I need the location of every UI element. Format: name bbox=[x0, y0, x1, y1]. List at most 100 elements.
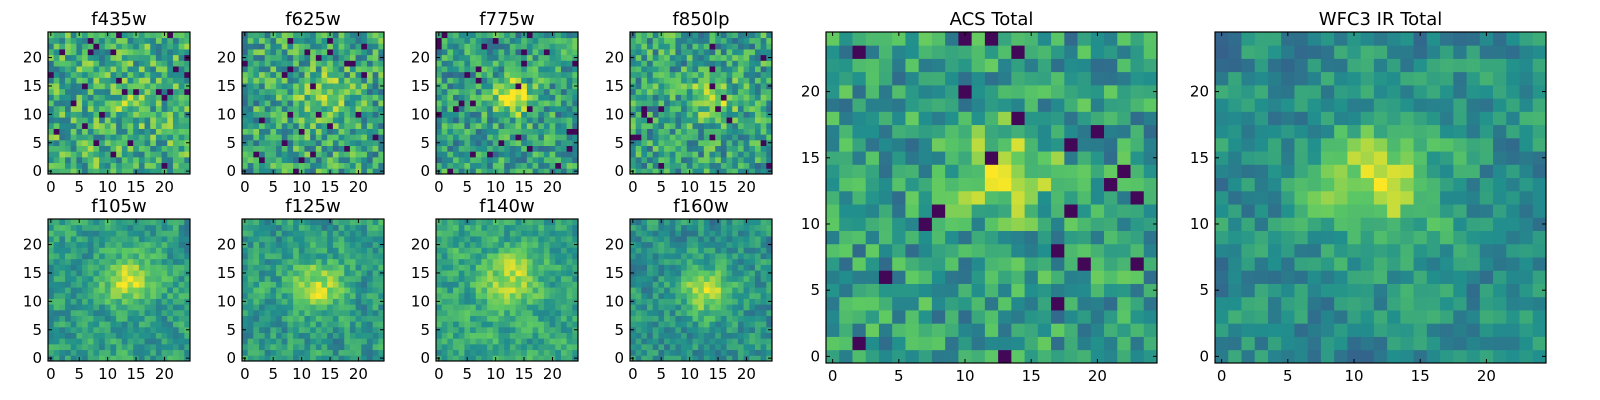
heatmap-cell bbox=[65, 145, 72, 152]
heatmap-cell bbox=[766, 105, 773, 112]
heatmap-cell bbox=[121, 105, 128, 112]
heatmap-cell bbox=[715, 88, 722, 95]
heatmap-cell bbox=[298, 77, 305, 84]
heatmap-cell bbox=[709, 134, 716, 141]
heatmap-cell bbox=[743, 315, 750, 322]
heatmap-cell bbox=[76, 247, 83, 254]
heatmap-cell bbox=[293, 332, 300, 339]
heatmap-cell bbox=[93, 71, 100, 78]
heatmap-cell bbox=[378, 156, 385, 164]
heatmap-cell bbox=[743, 275, 750, 282]
heatmap-cell bbox=[732, 156, 739, 164]
heatmap-cell bbox=[378, 162, 385, 169]
heatmap-cell bbox=[737, 43, 744, 50]
heatmap-cell bbox=[327, 60, 334, 67]
heatmap-cell bbox=[138, 134, 145, 141]
heatmap-cell bbox=[366, 32, 374, 39]
heatmap-cell bbox=[641, 88, 648, 95]
heatmap-cell bbox=[155, 162, 162, 169]
heatmap-cell bbox=[703, 122, 710, 129]
heatmap-cell bbox=[749, 338, 756, 345]
heatmap-cell bbox=[549, 71, 556, 78]
heatmap-cell bbox=[453, 94, 460, 101]
heatmap-cell bbox=[315, 117, 322, 124]
heatmap-cell bbox=[675, 88, 682, 95]
heatmap-cell bbox=[76, 134, 83, 141]
heatmap-cell bbox=[560, 219, 568, 226]
heatmap-cell bbox=[155, 94, 162, 101]
heatmap-cell bbox=[630, 71, 637, 78]
heatmap-cell bbox=[276, 349, 283, 356]
heatmap-cell bbox=[315, 315, 322, 322]
heatmap-cell bbox=[121, 321, 128, 328]
heatmap-cell bbox=[144, 32, 151, 39]
heatmap-cell bbox=[344, 122, 351, 129]
heatmap-cell bbox=[664, 83, 671, 90]
heatmap-cell bbox=[178, 298, 185, 305]
x-tick-label: 15 bbox=[514, 178, 533, 196]
heatmap-cell bbox=[344, 270, 351, 277]
heatmap-cell bbox=[555, 219, 562, 226]
heatmap-cell bbox=[178, 156, 185, 164]
heatmap-cell bbox=[732, 304, 739, 311]
heatmap-cell bbox=[242, 37, 249, 44]
heatmap-cell bbox=[572, 43, 579, 50]
heatmap-cell bbox=[453, 275, 460, 282]
heatmap-cell bbox=[681, 315, 688, 322]
heatmap-cell bbox=[161, 156, 168, 164]
heatmap-cell bbox=[538, 77, 545, 84]
heatmap-cell bbox=[161, 258, 168, 265]
heatmap-cell bbox=[155, 32, 162, 39]
heatmap-cell bbox=[332, 275, 339, 282]
heatmap-cell bbox=[355, 43, 362, 50]
heatmap-cell bbox=[378, 128, 385, 135]
heatmap-cell bbox=[344, 32, 351, 39]
heatmap-cell bbox=[641, 275, 648, 282]
heatmap-cell bbox=[127, 287, 134, 294]
heatmap-cell bbox=[532, 49, 539, 56]
heatmap-cell bbox=[378, 37, 385, 44]
heatmap-cell bbox=[270, 156, 277, 164]
heatmap-cell bbox=[48, 264, 55, 271]
heatmap-cell bbox=[441, 315, 448, 322]
heatmap-cell bbox=[138, 338, 145, 345]
heatmap-cell bbox=[703, 139, 710, 146]
heatmap-cell bbox=[652, 309, 659, 316]
heatmap-cell bbox=[276, 162, 283, 169]
heatmap-cell bbox=[760, 128, 767, 135]
heatmap-cell bbox=[698, 37, 705, 44]
heatmap-cell bbox=[453, 315, 460, 322]
heatmap-cell bbox=[458, 88, 465, 95]
heatmap-cell bbox=[372, 247, 379, 254]
heatmap-cell bbox=[754, 355, 762, 362]
heatmap-cell bbox=[65, 247, 72, 254]
heatmap-cell bbox=[293, 304, 300, 311]
heatmap-cell bbox=[65, 32, 72, 39]
heatmap-cell bbox=[549, 54, 556, 61]
heatmap-cell bbox=[338, 88, 345, 95]
heatmap-cell bbox=[436, 100, 443, 107]
heatmap-cell bbox=[315, 134, 322, 141]
heatmap-cell bbox=[487, 43, 494, 50]
heatmap-cell bbox=[155, 247, 162, 254]
heatmap-cell bbox=[458, 219, 465, 226]
heatmap-cell bbox=[144, 83, 151, 90]
heatmap-cell bbox=[138, 355, 145, 362]
heatmap-cell bbox=[116, 49, 123, 56]
heatmap-cell bbox=[487, 71, 494, 78]
heatmap-cell bbox=[116, 156, 123, 164]
heatmap-cell bbox=[332, 37, 339, 44]
heatmap-cell bbox=[760, 94, 767, 101]
heatmap-cell bbox=[487, 326, 494, 333]
heatmap-cell bbox=[110, 247, 117, 254]
heatmap-cell bbox=[133, 54, 140, 61]
heatmap-cell bbox=[104, 66, 111, 73]
heatmap-cell bbox=[453, 219, 460, 226]
heatmap-cell bbox=[647, 355, 654, 362]
heatmap-cell bbox=[253, 230, 260, 237]
heatmap-cell bbox=[349, 100, 356, 107]
heatmap-cell bbox=[543, 241, 550, 248]
heatmap-cell bbox=[504, 54, 511, 61]
heatmap-cell bbox=[247, 281, 254, 288]
heatmap-cell bbox=[276, 145, 283, 152]
